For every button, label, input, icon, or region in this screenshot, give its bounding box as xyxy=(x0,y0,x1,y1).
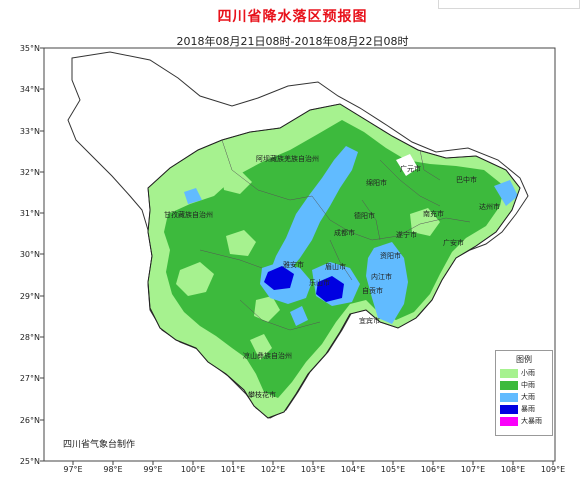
light-rain-patch xyxy=(226,230,256,256)
window-top-edge xyxy=(438,0,580,9)
heavy-rain-area xyxy=(270,146,358,280)
city-label: 阿坝藏族羌族自治州 xyxy=(256,155,319,163)
lon-label: 102°E xyxy=(260,465,286,474)
city-label: 甘孜藏族自治州 xyxy=(164,211,213,219)
lon-label: 105°E xyxy=(380,465,406,474)
legend-title: 图例 xyxy=(516,355,532,364)
map-subtitle: 2018年08月21日08时-2018年08月22日08时 xyxy=(176,35,409,48)
lon-label: 109°E xyxy=(540,465,566,474)
lon-label: 101°E xyxy=(220,465,246,474)
city-label: 自贡市 xyxy=(362,287,383,295)
lon-label: 107°E xyxy=(460,465,486,474)
map-title: 四川省降水落区预报图 xyxy=(217,9,368,25)
lat-label: 31°N xyxy=(19,209,40,218)
legend-label: 暴雨 xyxy=(521,405,535,413)
city-label: 广元市 xyxy=(400,165,421,173)
heavy-rain-area xyxy=(290,306,308,326)
lat-label: 35°N xyxy=(19,44,40,53)
lat-label: 26°N xyxy=(19,416,40,425)
light-rain-patch xyxy=(410,208,440,236)
rainstorm-area xyxy=(316,276,344,302)
lat-label: 32°N xyxy=(19,168,40,177)
legend-item: 大暴雨 xyxy=(500,417,550,427)
legend-label: 大暴雨 xyxy=(521,417,542,425)
lon-label: 108°E xyxy=(500,465,526,474)
city-label: 遂宁市 xyxy=(396,231,417,239)
lon-label: 98°E xyxy=(103,465,123,474)
lat-label: 30°N xyxy=(19,250,40,259)
city-label: 眉山市 xyxy=(325,263,346,271)
legend-label: 中雨 xyxy=(521,381,535,389)
heavy-rain-area xyxy=(494,180,518,206)
city-label: 资阳市 xyxy=(380,252,401,260)
city-label: 绵阳市 xyxy=(366,179,387,187)
heavy-rain-area xyxy=(366,242,408,324)
lon-label: 99°E xyxy=(143,465,163,474)
light-rain-patch xyxy=(176,262,214,296)
legend-swatch xyxy=(500,381,518,390)
sichuan-border xyxy=(147,103,521,419)
city-label: 雅安市 xyxy=(283,261,304,269)
axis-ticks xyxy=(40,47,554,465)
lon-label: 106°E xyxy=(420,465,446,474)
lon-label: 103°E xyxy=(300,465,326,474)
lon-label: 104°E xyxy=(340,465,366,474)
lat-label: 34°N xyxy=(19,85,40,94)
city-label: 南充市 xyxy=(423,210,444,218)
lon-label: 97°E xyxy=(63,465,83,474)
legend-swatch xyxy=(500,405,518,414)
city-label: 宜宾市 xyxy=(359,317,380,325)
rainstorm-area xyxy=(264,266,294,290)
legend-label: 小雨 xyxy=(521,369,535,377)
legend-item: 小雨 xyxy=(500,369,550,379)
lat-label: 29°N xyxy=(19,292,40,301)
light-rain-patch xyxy=(254,296,280,322)
legend-swatch xyxy=(500,369,518,378)
legend-swatch xyxy=(500,417,518,426)
legend-label: 大雨 xyxy=(521,393,535,401)
city-label: 巴中市 xyxy=(456,176,477,184)
lat-label: 33°N xyxy=(19,127,40,136)
city-label: 凉山彝族自治州 xyxy=(243,352,292,360)
city-label: 攀枝花市 xyxy=(248,391,276,399)
heavy-rain-area xyxy=(184,188,202,204)
city-label: 内江市 xyxy=(371,273,392,281)
legend-item: 大雨 xyxy=(500,393,550,403)
city-label: 德阳市 xyxy=(354,212,375,220)
producer-label: 四川省气象台制作 xyxy=(63,440,136,450)
prefecture-boundaries xyxy=(199,139,471,331)
legend-box: 图例 小雨 中雨 大雨 暴雨 大暴雨 xyxy=(495,350,553,436)
legend-item: 暴雨 xyxy=(500,405,550,415)
legend-item: 中雨 xyxy=(500,381,550,391)
light-rain-patch xyxy=(250,334,272,360)
city-label: 广安市 xyxy=(443,239,464,247)
city-label: 成都市 xyxy=(334,229,355,237)
lat-label: 27°N xyxy=(19,374,40,383)
white-gap xyxy=(396,154,418,176)
legend-swatch xyxy=(500,393,518,402)
city-label: 达州市 xyxy=(479,203,500,211)
lon-label: 100°E xyxy=(180,465,206,474)
moderate-rain-area xyxy=(164,120,504,398)
city-label: 乐山市 xyxy=(309,279,330,287)
lat-label: 28°N xyxy=(19,333,40,342)
lat-label: 25°N xyxy=(19,457,40,466)
light-rain-patch xyxy=(222,170,252,194)
